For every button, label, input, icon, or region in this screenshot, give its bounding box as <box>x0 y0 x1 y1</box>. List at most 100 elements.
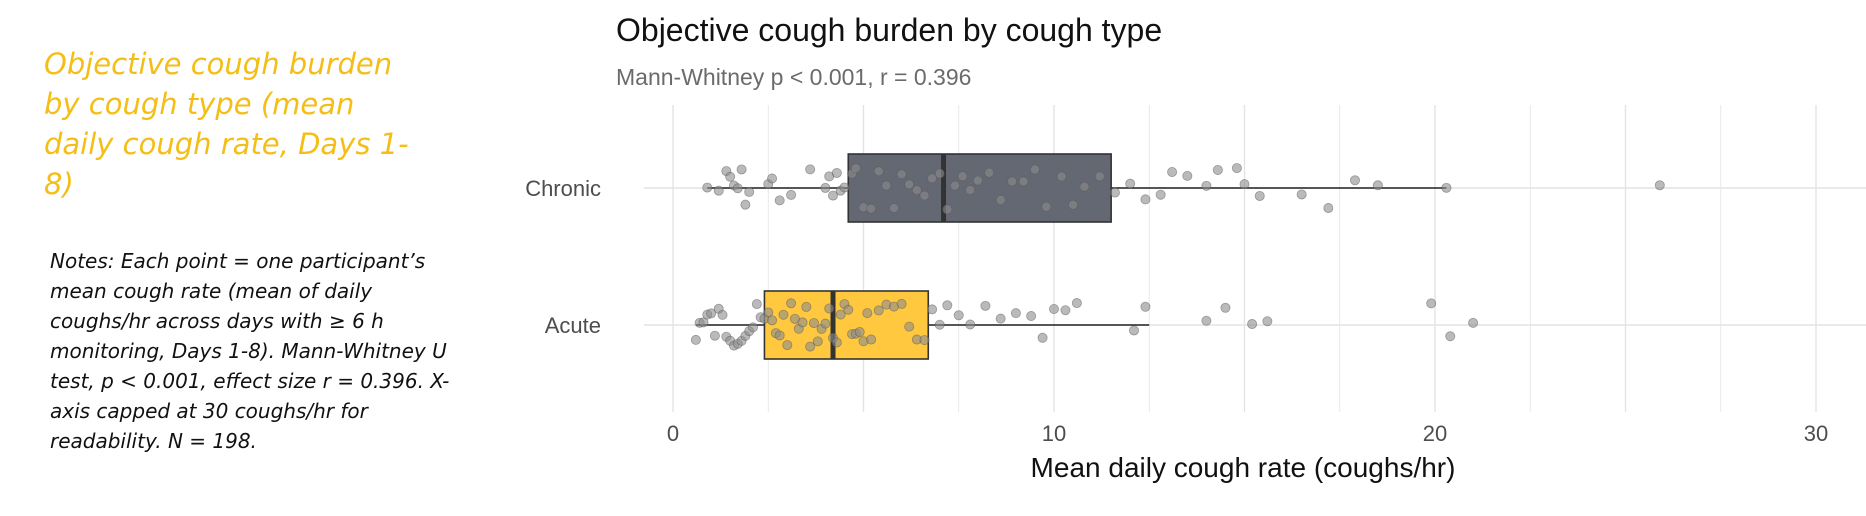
data-point-chronic <box>767 173 778 184</box>
data-point-chronic <box>927 173 938 184</box>
data-point-acute <box>808 318 819 329</box>
data-point-chronic <box>1155 189 1166 200</box>
data-point-acute <box>873 305 884 316</box>
data-point-acute <box>1426 298 1437 309</box>
data-point-acute <box>919 335 930 346</box>
x-tick-label: 10 <box>1042 421 1066 446</box>
data-point-acute <box>953 310 964 321</box>
data-point-acute <box>1049 304 1060 315</box>
jitter-points <box>690 163 1665 352</box>
data-point-chronic <box>957 171 968 182</box>
data-point-acute <box>717 309 728 320</box>
data-point-acute <box>965 319 976 330</box>
data-point-chronic <box>732 183 743 194</box>
data-point-chronic <box>1349 175 1360 186</box>
data-point-acute <box>1071 298 1082 309</box>
data-point-chronic <box>786 189 797 200</box>
data-point-acute <box>862 308 873 319</box>
data-point-acute <box>904 321 915 332</box>
data-point-chronic <box>972 175 983 186</box>
axes: Chronic Acute 0 10 20 30 <box>525 176 1828 446</box>
data-point-chronic <box>744 186 755 197</box>
data-point-chronic <box>1201 180 1212 191</box>
data-point-acute <box>1010 308 1021 319</box>
chart-subtitle: Mann-Whitney p < 0.001, r = 0.396 <box>616 64 972 90</box>
side-panel-title: Objective cough burden by cough type (me… <box>44 47 409 201</box>
data-point-chronic <box>1212 164 1223 175</box>
data-point-acute <box>805 341 816 352</box>
data-point-acute <box>1468 317 1479 328</box>
data-point-chronic <box>736 164 747 175</box>
data-point-chronic <box>919 190 930 201</box>
data-point-chronic <box>839 182 850 193</box>
data-point-chronic <box>984 167 995 178</box>
data-point-chronic <box>805 164 816 175</box>
data-point-chronic <box>1056 171 1067 182</box>
data-point-chronic <box>873 166 884 177</box>
data-point-chronic <box>1018 176 1029 187</box>
data-point-chronic <box>888 203 899 214</box>
data-point-chronic <box>904 179 915 190</box>
data-point-acute <box>706 308 717 319</box>
data-point-chronic <box>949 180 960 191</box>
data-point-chronic <box>934 168 945 179</box>
data-point-chronic <box>1068 199 1079 210</box>
data-point-acute <box>942 300 953 311</box>
data-point-chronic <box>1296 189 1307 200</box>
data-point-chronic <box>1167 166 1178 177</box>
data-point-acute <box>980 300 991 311</box>
box-layer <box>695 153 1447 360</box>
data-point-acute <box>866 334 877 345</box>
data-point-acute <box>782 340 793 351</box>
data-point-acute <box>797 317 808 328</box>
data-point-chronic <box>1109 187 1120 198</box>
data-point-acute <box>824 303 835 314</box>
data-point-acute <box>934 319 945 330</box>
data-point-acute <box>820 318 831 329</box>
data-point-acute <box>1037 332 1048 343</box>
grid-lines <box>643 105 1866 412</box>
data-point-chronic <box>831 167 842 178</box>
data-point-chronic <box>740 199 751 210</box>
data-point-acute <box>854 327 865 338</box>
data-point-acute <box>801 301 812 312</box>
data-point-acute <box>748 322 759 333</box>
data-point-chronic <box>942 204 953 215</box>
data-point-chronic <box>995 195 1006 206</box>
side-panel-notes: Notes: Each point = one participant’s me… <box>50 249 450 453</box>
data-point-acute <box>1129 325 1140 336</box>
data-point-acute <box>835 309 846 320</box>
data-point-acute <box>1026 311 1037 322</box>
data-point-acute <box>1247 319 1258 330</box>
data-point-chronic <box>850 163 861 174</box>
data-point-chronic <box>1079 181 1090 192</box>
data-point-acute <box>831 337 842 348</box>
data-point-chronic <box>713 185 724 196</box>
data-point-acute <box>767 315 778 326</box>
data-point-acute <box>751 299 762 310</box>
data-point-acute <box>778 309 789 320</box>
data-point-acute <box>1220 302 1231 313</box>
y-tick-label: Acute <box>545 313 601 338</box>
data-point-acute <box>1060 305 1071 316</box>
data-point-chronic <box>1029 164 1040 175</box>
data-point-chronic <box>1094 171 1105 182</box>
data-point-acute <box>690 334 701 345</box>
data-point-chronic <box>1007 176 1018 187</box>
data-point-chronic <box>1231 163 1242 174</box>
x-tick-label: 20 <box>1423 421 1447 446</box>
data-point-acute <box>927 304 938 315</box>
data-point-chronic <box>1140 194 1151 205</box>
data-point-chronic <box>1441 182 1452 193</box>
data-point-acute <box>1445 331 1456 342</box>
x-tick-label: 30 <box>1804 421 1828 446</box>
data-point-chronic <box>702 182 713 193</box>
data-point-chronic <box>1254 190 1265 201</box>
data-point-acute <box>774 330 785 341</box>
data-point-chronic <box>911 185 922 196</box>
data-point-chronic <box>1372 180 1383 191</box>
data-point-chronic <box>1182 170 1193 181</box>
y-tick-label: Chronic <box>525 176 601 201</box>
data-point-chronic <box>774 195 785 206</box>
